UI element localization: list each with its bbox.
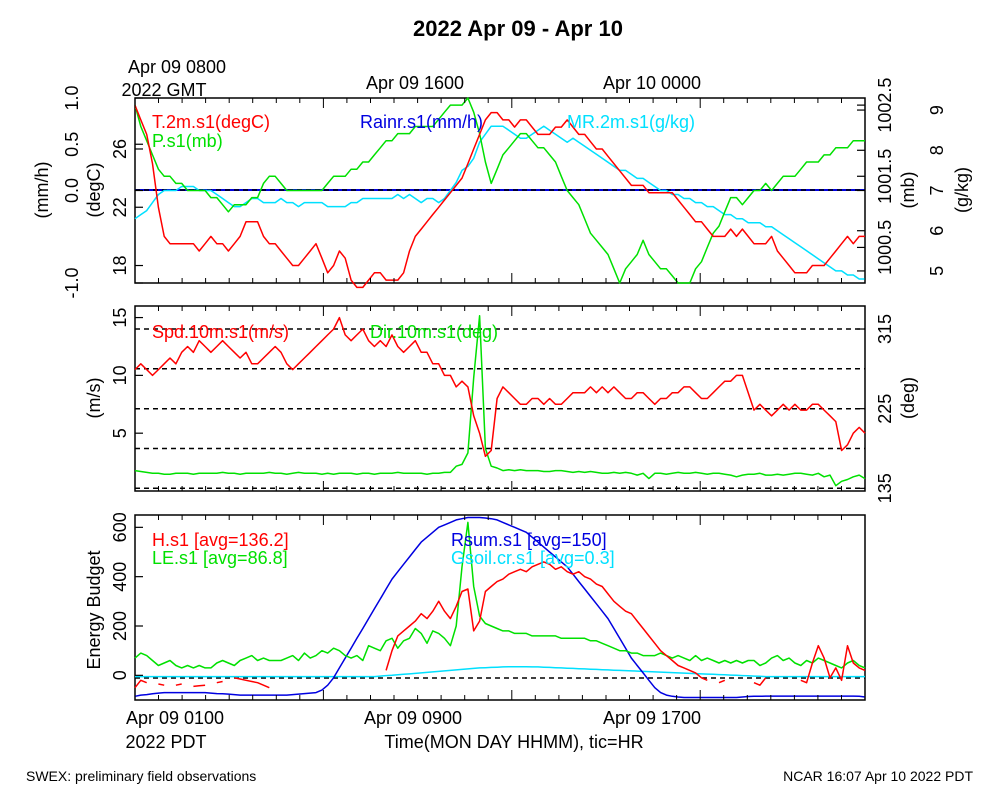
ylabel-energy: Energy Budget (84, 550, 104, 669)
energy-tick-3: 600 (110, 512, 130, 542)
panel-energy-budget: H.s1 [avg=136.2] LE.s1 [avg=86.8] Rsum.s… (84, 512, 866, 701)
footer-right: NCAR 16:07 Apr 10 2022 PDT (783, 768, 973, 784)
series-line-P.s1(mb) (134, 97, 865, 284)
legend-LE: LE.s1 [avg=86.8] (152, 548, 288, 568)
deg-tick-1: 225 (875, 394, 895, 424)
ylabel-gkg: (g/kg) (952, 167, 972, 213)
top-axis-label-0: Apr 09 0800 (128, 57, 226, 77)
figure-title: 2022 Apr 09 - Apr 10 (413, 16, 623, 41)
series-line-Dir.10m.s1(deg) (134, 314, 866, 487)
legend-mixing-ratio: MR.2m.s1(g/kg) (567, 112, 695, 132)
legend-Rsum: Rsum.s1 [avg=150] (451, 530, 607, 550)
x-axis-title: Time(MON DAY HHMM), tic=HR (384, 732, 643, 752)
gkg-tick-0: 5 (927, 266, 947, 276)
series-line-Rsum.s1 [avg=150] (134, 516, 866, 699)
series-line-LE.s1 [avg=86.8] (134, 521, 866, 669)
ylabel-mm-h: (mm/h) (32, 162, 52, 219)
series-line-Gsoil.cr.s1 [avg=0.3] (135, 665, 865, 678)
ylabel-mb: (mb) (898, 172, 918, 209)
legend-H: H.s1 [avg=136.2] (152, 530, 289, 550)
ylabel-ms: (m/s) (84, 378, 104, 419)
bottom-axis-tz-label: 2022 PDT (125, 732, 206, 752)
legend-pressure: P.s1(mb) (152, 131, 223, 151)
mb-tick-2: 1002.5 (875, 78, 895, 133)
mmh-tick-0: -1.0 (62, 267, 82, 298)
deg-tick-2: 315 (875, 314, 895, 344)
legend-wind-speed: Spd.10m.s1(m/s) (152, 322, 289, 342)
top-axis-label-2: Apr 10 0000 (603, 73, 701, 93)
energy-tick-0: 0 (110, 670, 130, 680)
panel-wind: Spd.10m.s1(m/s) Dir.10m.s1(deg) (m/s) 5 1… (84, 305, 918, 503)
series-line-Spd.10m.s1(m/s) (134, 316, 866, 458)
series-line-H.s1 [avg=136.2] (134, 561, 866, 689)
deg-tick-0: 135 (875, 473, 895, 503)
bottom-axis-label-2: Apr 09 1700 (603, 708, 701, 728)
ms-tick-1: 10 (110, 365, 130, 385)
gkg-tick-2: 7 (927, 185, 947, 195)
ms-tick-2: 15 (110, 308, 130, 328)
legend-rain-rate: Rainr.s1(mm/h) (360, 112, 483, 132)
degC-tick-0: 18 (110, 255, 130, 275)
ms-tick-0: 5 (110, 428, 130, 438)
series-line-T.2m.s1(degC) (134, 105, 865, 289)
degC-tick-1: 22 (110, 197, 130, 217)
footer-left: SWEX: preliminary field observations (26, 768, 256, 784)
top-axis-label-1: Apr 09 1600 (366, 73, 464, 93)
top-axis-tz-label: 2022 GMT (121, 80, 206, 100)
panel-temperature-pressure-humidity: T.2m.s1(degC) P.s1(mb) Rainr.s1(mm/h) MR… (32, 78, 972, 299)
mb-tick-1: 1001.5 (875, 149, 895, 204)
energy-tick-2: 400 (110, 562, 130, 592)
mmh-tick-1: 0.0 (62, 178, 82, 203)
ylabel-deg: (deg) (898, 377, 918, 419)
legend-wind-direction: Dir.10m.s1(deg) (370, 322, 498, 342)
bottom-axis-label-0: Apr 09 0100 (126, 708, 224, 728)
legend-Gsoil: Gsoil.cr.s1 [avg=0.3] (451, 548, 615, 568)
bottom-axis-label-1: Apr 09 0900 (364, 708, 462, 728)
gkg-tick-1: 6 (927, 226, 947, 236)
series-line-MR.2m.s1(g/kg) (134, 125, 865, 280)
mmh-tick-2: 0.5 (62, 132, 82, 157)
ylabel-degC: (degC) (84, 162, 104, 217)
degC-tick-2: 26 (110, 139, 130, 159)
gkg-tick-3: 8 (927, 145, 947, 155)
mb-tick-0: 1000.5 (875, 220, 895, 275)
energy-tick-1: 200 (110, 611, 130, 641)
mmh-tick-3: 1.0 (62, 85, 82, 110)
gkg-tick-4: 9 (927, 105, 947, 115)
legend-temperature: T.2m.s1(degC) (152, 112, 270, 132)
